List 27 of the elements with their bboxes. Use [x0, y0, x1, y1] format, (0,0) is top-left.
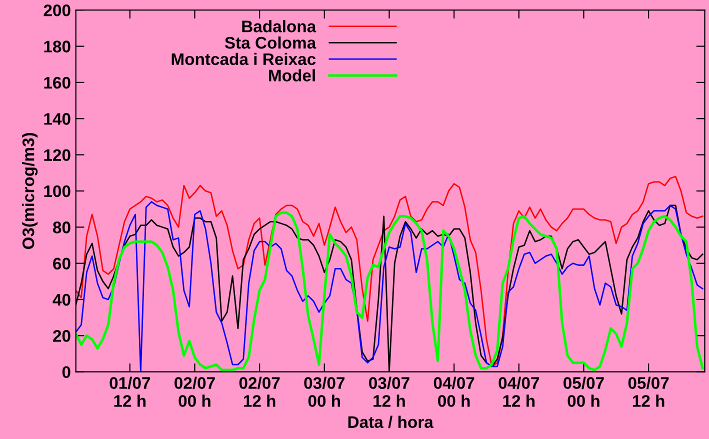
- y-axis-title: O3(microg/m3): [22, 132, 38, 250]
- x-axis-title: Data / hora: [348, 416, 434, 428]
- legend-label: Montcada i Reixac: [172, 52, 316, 66]
- y-tick-label: 140: [44, 113, 70, 125]
- y-tick-label: 40: [52, 294, 70, 306]
- x-tick-label: 03/07 00 h: [304, 376, 345, 407]
- x-tick-label: 02/07 12 h: [239, 376, 280, 407]
- x-tick-label: 01/07 12 h: [110, 376, 150, 407]
- legend-label: Sta Coloma: [224, 36, 316, 49]
- y-tick-label: 120: [44, 149, 70, 161]
- y-tick-label: 20: [53, 330, 70, 342]
- legend-label: Model: [269, 69, 315, 82]
- y-tick-label: 80: [52, 222, 70, 234]
- line-series: [76, 176, 704, 368]
- x-tick-label: 02/07 00 h: [174, 376, 215, 407]
- x-tick-label: 05/07 12 h: [628, 376, 669, 407]
- y-tick-label: 200: [44, 4, 70, 16]
- legend-label: Badalona: [242, 20, 316, 32]
- x-tick-label: 05/07 00 h: [564, 376, 604, 407]
- y-tick-label: 180: [44, 40, 70, 52]
- x-tick-label: 04/07 12 h: [498, 376, 540, 407]
- x-tick-label: 03/07 12 h: [369, 376, 410, 407]
- y-tick-label: 60: [53, 258, 70, 270]
- y-tick-label: 100: [44, 185, 70, 198]
- y-tick-label: 160: [44, 76, 70, 89]
- y-tick-label: 0: [62, 366, 70, 378]
- x-tick-label: 04/07 00 h: [434, 376, 474, 407]
